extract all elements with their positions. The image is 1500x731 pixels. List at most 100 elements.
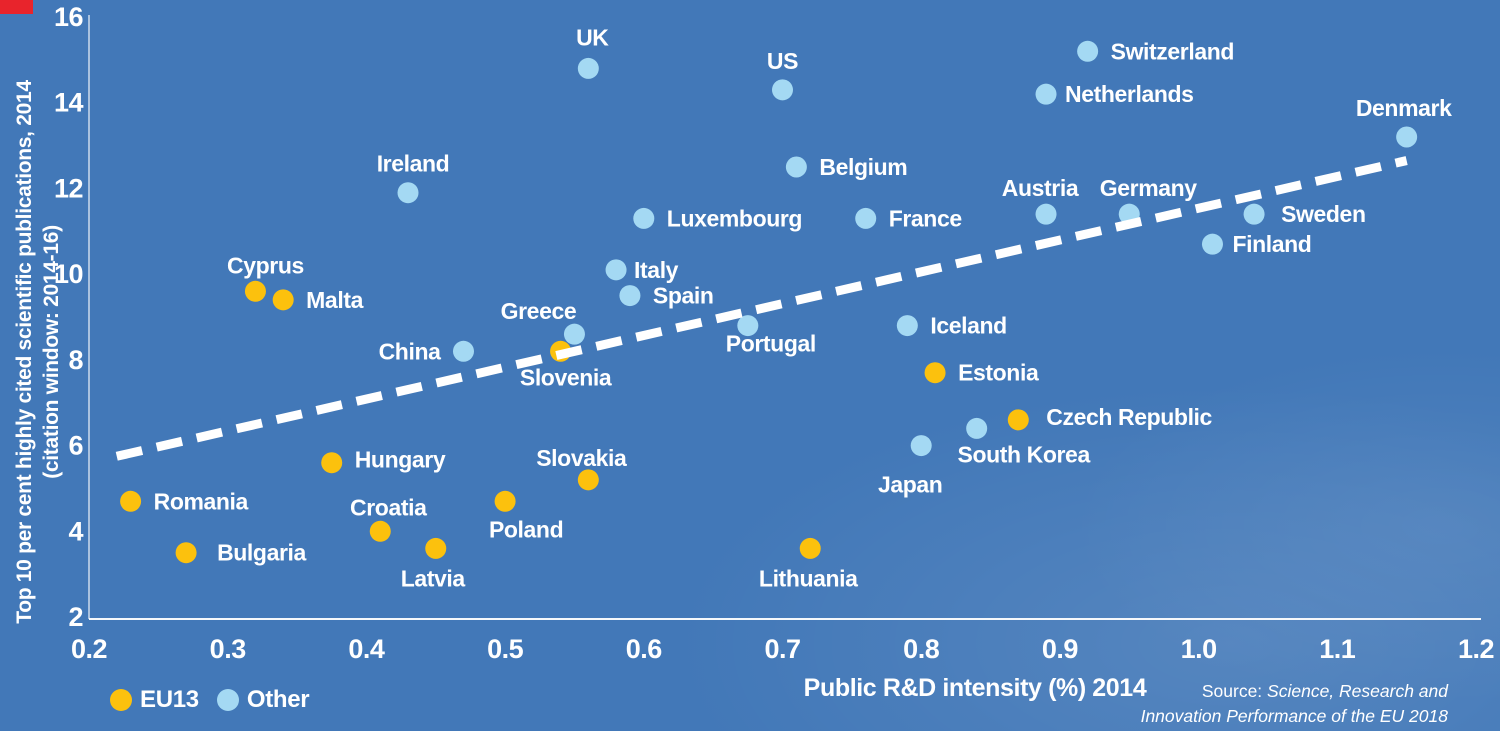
y-tick-label-14: 14 xyxy=(54,88,84,118)
y-tick-label-6: 6 xyxy=(68,431,83,461)
label-austria: Austria xyxy=(1002,175,1079,201)
label-germany: Germany xyxy=(1100,175,1198,201)
point-czech-republic xyxy=(1007,409,1029,431)
y-tick-label-12: 12 xyxy=(54,173,83,203)
label-croatia: Croatia xyxy=(350,494,427,520)
label-poland: Poland xyxy=(489,516,563,542)
point-belgium xyxy=(785,156,807,178)
point-iceland xyxy=(896,315,918,337)
y-tick-label-4: 4 xyxy=(68,516,83,546)
point-south-korea xyxy=(966,417,988,439)
label-hungary: Hungary xyxy=(355,447,446,473)
label-estonia: Estonia xyxy=(958,360,1039,386)
label-finland: Finland xyxy=(1232,231,1311,257)
point-poland xyxy=(494,490,516,512)
x-tick-label-0.3: 0.3 xyxy=(210,634,247,664)
y-tick-label-10: 10 xyxy=(54,259,83,289)
point-cyprus xyxy=(244,280,266,302)
y-tick-label-16: 16 xyxy=(54,2,84,32)
label-belgium: Belgium xyxy=(819,154,907,180)
label-sweden: Sweden xyxy=(1281,201,1366,227)
legend: EU13 Other xyxy=(110,686,310,714)
point-hungary xyxy=(321,452,343,474)
point-portugal xyxy=(737,315,759,337)
x-tick-label-0.8: 0.8 xyxy=(903,634,940,664)
label-iceland: Iceland xyxy=(930,313,1006,339)
trend-line xyxy=(115,156,1408,461)
point-netherlands xyxy=(1035,83,1057,105)
point-greece xyxy=(563,323,585,345)
source-note: Source: Science, Research and Innovation… xyxy=(1141,679,1448,729)
point-ireland xyxy=(397,182,419,204)
point-slovakia xyxy=(577,469,599,491)
label-italy: Italy xyxy=(634,257,679,283)
label-china: China xyxy=(379,338,441,364)
legend-other-label: Other xyxy=(246,686,310,713)
x-tick-label-1.0: 1.0 xyxy=(1181,634,1217,664)
point-switzerland xyxy=(1077,40,1099,62)
point-sweden xyxy=(1243,203,1265,225)
point-japan xyxy=(910,435,932,457)
label-netherlands: Netherlands xyxy=(1065,81,1194,107)
point-denmark xyxy=(1396,126,1418,148)
point-romania xyxy=(120,490,142,512)
point-italy xyxy=(605,259,627,281)
x-tick-label-0.5: 0.5 xyxy=(487,634,524,664)
label-romania: Romania xyxy=(154,488,249,514)
label-denmark: Denmark xyxy=(1356,95,1452,121)
point-croatia xyxy=(369,520,391,542)
y-tick-label-8: 8 xyxy=(68,345,83,375)
label-slovakia: Slovakia xyxy=(536,445,627,471)
red-corner-mark xyxy=(0,0,33,14)
label-south-korea: South Korea xyxy=(958,441,1091,467)
label-spain: Spain xyxy=(653,283,714,309)
label-cyprus: Cyprus xyxy=(227,252,304,278)
point-france xyxy=(855,207,877,229)
point-us xyxy=(772,79,793,101)
x-tick-label-0.9: 0.9 xyxy=(1042,634,1079,664)
point-malta xyxy=(272,289,294,311)
point-uk xyxy=(577,57,599,79)
point-china xyxy=(452,340,474,362)
source-line2: Innovation Performance of the EU 2018 xyxy=(1140,706,1448,726)
point-latvia xyxy=(425,537,447,559)
label-latvia: Latvia xyxy=(401,565,466,591)
point-finland xyxy=(1201,233,1223,255)
x-tick-label-1.2: 1.2 xyxy=(1458,634,1494,664)
point-lithuania xyxy=(799,537,821,559)
label-uk: UK xyxy=(576,24,609,50)
point-spain xyxy=(619,285,641,307)
x-tick-label-0.4: 0.4 xyxy=(348,634,385,664)
point-luxembourg xyxy=(633,207,655,229)
point-bulgaria xyxy=(175,542,197,564)
label-portugal: Portugal xyxy=(726,331,816,357)
label-japan: Japan xyxy=(878,472,942,498)
label-lithuania: Lithuania xyxy=(759,565,858,591)
label-greece: Greece xyxy=(501,298,577,324)
source-line1: Source: Science, Research and xyxy=(1141,679,1448,704)
x-tick-label-0.6: 0.6 xyxy=(626,634,663,664)
label-luxembourg: Luxembourg xyxy=(667,205,802,231)
legend-other-dot xyxy=(216,689,239,711)
label-ireland: Ireland xyxy=(377,151,450,177)
x-tick-label-0.2: 0.2 xyxy=(71,634,107,664)
source-line1-text: Science, Research and xyxy=(1267,681,1448,701)
label-bulgaria: Bulgaria xyxy=(217,540,306,566)
label-malta: Malta xyxy=(306,287,363,313)
x-tick-label-0.7: 0.7 xyxy=(764,634,800,664)
label-switzerland: Switzerland xyxy=(1111,38,1234,64)
source-prefix: Source: xyxy=(1201,681,1268,701)
point-austria xyxy=(1035,203,1057,225)
label-czech-republic: Czech Republic xyxy=(1046,404,1212,430)
point-estonia xyxy=(924,362,946,384)
legend-eu13-label: EU13 xyxy=(140,686,199,713)
y-tick-label-2: 2 xyxy=(68,602,83,632)
label-us: US xyxy=(767,48,798,74)
x-tick-label-1.1: 1.1 xyxy=(1319,634,1356,664)
label-france: France xyxy=(889,205,962,231)
label-slovenia: Slovenia xyxy=(520,364,612,390)
x-axis-title: Public R&D intensity (%) 2014 xyxy=(803,674,1147,702)
legend-eu13-dot xyxy=(110,689,132,711)
